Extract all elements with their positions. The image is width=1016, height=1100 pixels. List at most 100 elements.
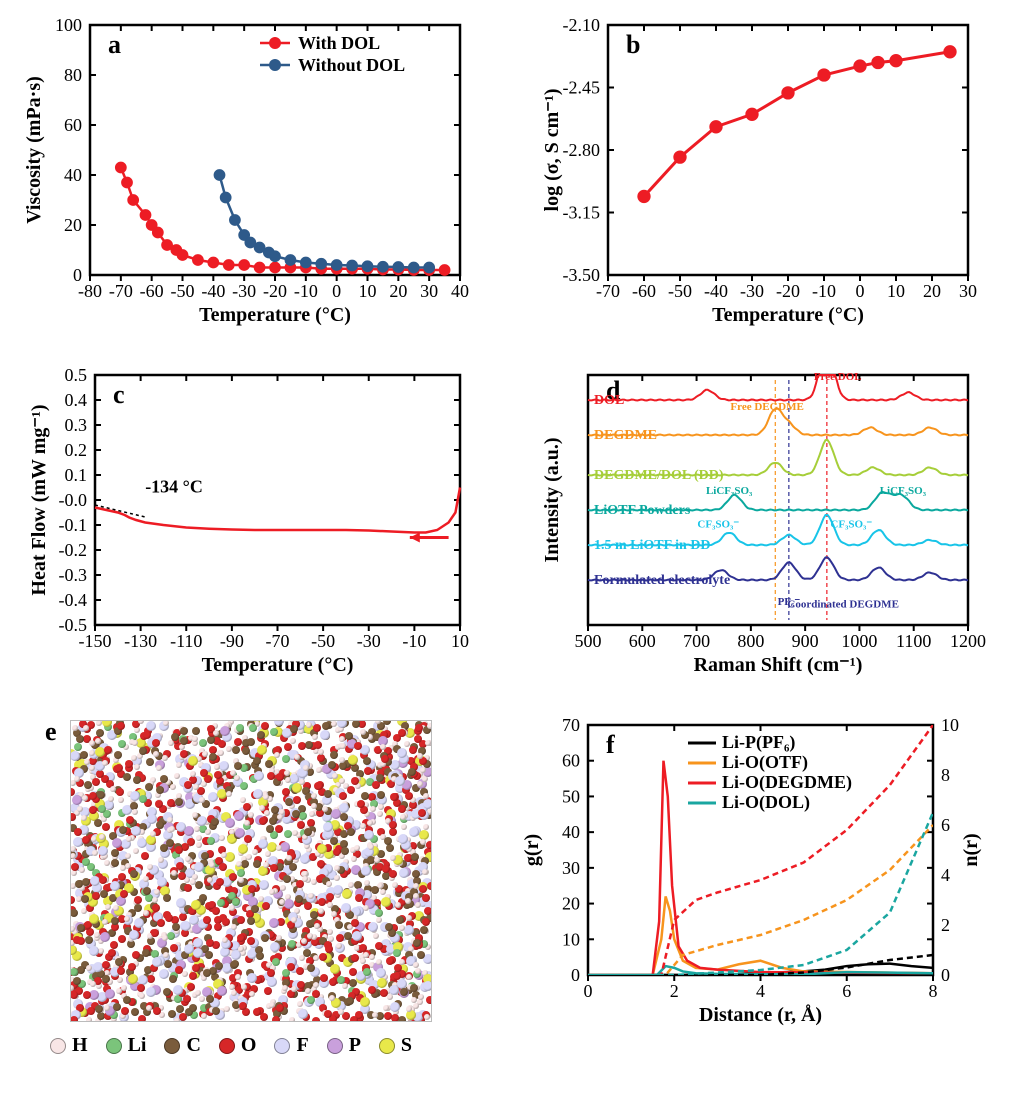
svg-text:-30: -30 <box>740 281 764 301</box>
svg-text:Temperature (°C): Temperature (°C) <box>712 304 864 326</box>
svg-text:Heat Flow (mW mg⁻¹): Heat Flow (mW mg⁻¹) <box>28 404 50 595</box>
svg-text:0: 0 <box>584 981 593 1001</box>
atom-legend-S: S <box>379 1034 412 1057</box>
svg-text:0: 0 <box>856 281 865 301</box>
svg-text:-20: -20 <box>263 281 287 301</box>
svg-text:a: a <box>108 30 121 59</box>
svg-text:0.5: 0.5 <box>65 365 88 385</box>
svg-text:-40: -40 <box>704 281 728 301</box>
svg-text:-50: -50 <box>668 281 692 301</box>
svg-text:Intensity (a.u.): Intensity (a.u.) <box>541 437 563 562</box>
svg-text:8: 8 <box>941 765 950 785</box>
svg-text:-70: -70 <box>266 631 290 651</box>
svg-text:-10: -10 <box>294 281 318 301</box>
svg-text:0: 0 <box>571 965 580 985</box>
svg-text:b: b <box>626 30 640 59</box>
svg-text:e: e <box>45 717 57 746</box>
atom-legend-F: F <box>274 1034 308 1057</box>
svg-text:Free DOL: Free DOL <box>814 371 862 383</box>
svg-text:-110: -110 <box>170 631 202 651</box>
svg-text:-0.0: -0.0 <box>59 490 88 510</box>
svg-text:-30: -30 <box>357 631 381 651</box>
svg-text:-0.4: -0.4 <box>59 590 88 610</box>
svg-text:-40: -40 <box>201 281 225 301</box>
svg-text:-2.10: -2.10 <box>563 15 601 35</box>
atom-legend-P: P <box>327 1034 361 1057</box>
svg-text:g(r): g(r) <box>521 834 543 866</box>
svg-text:40: 40 <box>451 281 469 301</box>
svg-text:0: 0 <box>941 965 950 985</box>
svg-text:Raman Shift (cm⁻¹): Raman Shift (cm⁻¹) <box>694 654 863 676</box>
svg-text:Temperature (°C): Temperature (°C) <box>199 304 351 326</box>
svg-text:2: 2 <box>941 915 950 935</box>
svg-text:DEGDME/DOL (DD): DEGDME/DOL (DD) <box>594 468 724 483</box>
svg-text:-2.80: -2.80 <box>563 140 601 160</box>
svg-text:-2.45: -2.45 <box>563 78 601 98</box>
svg-text:-10: -10 <box>402 631 426 651</box>
svg-text:10: 10 <box>941 715 959 735</box>
svg-text:10: 10 <box>562 929 580 949</box>
svg-text:30: 30 <box>562 858 580 878</box>
svg-text:-70: -70 <box>109 281 133 301</box>
svg-text:-0.5: -0.5 <box>59 615 88 635</box>
svg-text:40: 40 <box>562 822 580 842</box>
svg-text:-0.2: -0.2 <box>59 540 88 560</box>
svg-text:40: 40 <box>64 165 82 185</box>
svg-text:Temperature (°C): Temperature (°C) <box>202 654 354 676</box>
svg-text:70: 70 <box>562 715 580 735</box>
atom-legend-O: O <box>219 1034 257 1057</box>
svg-text:log (σ, S cm⁻¹): log (σ, S cm⁻¹) <box>541 89 563 212</box>
svg-text:20: 20 <box>562 894 580 914</box>
svg-text:1100: 1100 <box>896 631 931 651</box>
svg-text:60: 60 <box>562 751 580 771</box>
svg-text:10: 10 <box>451 631 469 651</box>
panel-a: -80-70-60-50-40-30-20-10010203040Tempera… <box>10 10 498 350</box>
svg-text:-0.3: -0.3 <box>59 565 88 585</box>
svg-text:Without DOL: Without DOL <box>298 55 405 75</box>
atom-legend-H: H <box>50 1034 88 1057</box>
panel-e: e H Li COFPS <box>10 710 498 1090</box>
md-snapshot <box>70 720 432 1022</box>
svg-text:-20: -20 <box>776 281 800 301</box>
svg-text:-30: -30 <box>232 281 256 301</box>
svg-text:LiOTF Powders: LiOTF Powders <box>594 503 691 518</box>
svg-text:-10: -10 <box>812 281 836 301</box>
svg-text:0: 0 <box>332 281 341 301</box>
svg-text:DOL: DOL <box>594 393 624 408</box>
svg-text:0.3: 0.3 <box>65 415 88 435</box>
svg-text:LiCF₃SO₃: LiCF₃SO₃ <box>880 485 927 497</box>
svg-text:1000: 1000 <box>841 631 877 651</box>
svg-text:-60: -60 <box>632 281 656 301</box>
svg-text:800: 800 <box>737 631 764 651</box>
svg-text:DEGDME: DEGDME <box>594 428 657 443</box>
svg-text:0: 0 <box>73 265 82 285</box>
svg-text:50: 50 <box>562 786 580 806</box>
svg-text:Li-O(DEGDME): Li-O(DEGDME) <box>722 772 852 793</box>
atom-legend-Li: Li <box>106 1034 147 1057</box>
svg-text:Free DEGDME: Free DEGDME <box>730 401 803 413</box>
svg-text:20: 20 <box>64 215 82 235</box>
svg-text:8: 8 <box>929 981 938 1001</box>
svg-text:1.5 m LiOTF in DD: 1.5 m LiOTF in DD <box>594 538 711 553</box>
svg-text:600: 600 <box>629 631 656 651</box>
svg-text:-90: -90 <box>220 631 244 651</box>
svg-text:6: 6 <box>941 815 950 835</box>
svg-text:80: 80 <box>64 65 82 85</box>
svg-text:Formulated electrolyte: Formulated electrolyte <box>594 573 730 588</box>
svg-text:6: 6 <box>842 981 851 1001</box>
svg-text:10: 10 <box>359 281 377 301</box>
svg-text:20: 20 <box>923 281 941 301</box>
svg-text:f: f <box>606 730 615 759</box>
svg-text:20: 20 <box>389 281 407 301</box>
svg-text:900: 900 <box>792 631 819 651</box>
svg-text:2: 2 <box>670 981 679 1001</box>
svg-text:Distance (r, Å): Distance (r, Å) <box>699 1003 822 1026</box>
atom-legend-C: C <box>164 1034 200 1057</box>
svg-text:30: 30 <box>420 281 438 301</box>
panel-c: -150-130-110-90-70-50-30-1010Temperature… <box>10 360 498 700</box>
svg-text:0.1: 0.1 <box>65 465 88 485</box>
svg-text:60: 60 <box>64 115 82 135</box>
svg-text:With DOL: With DOL <box>298 33 380 53</box>
svg-text:4: 4 <box>941 865 950 885</box>
svg-text:Li-O(DOL): Li-O(DOL) <box>722 792 810 813</box>
